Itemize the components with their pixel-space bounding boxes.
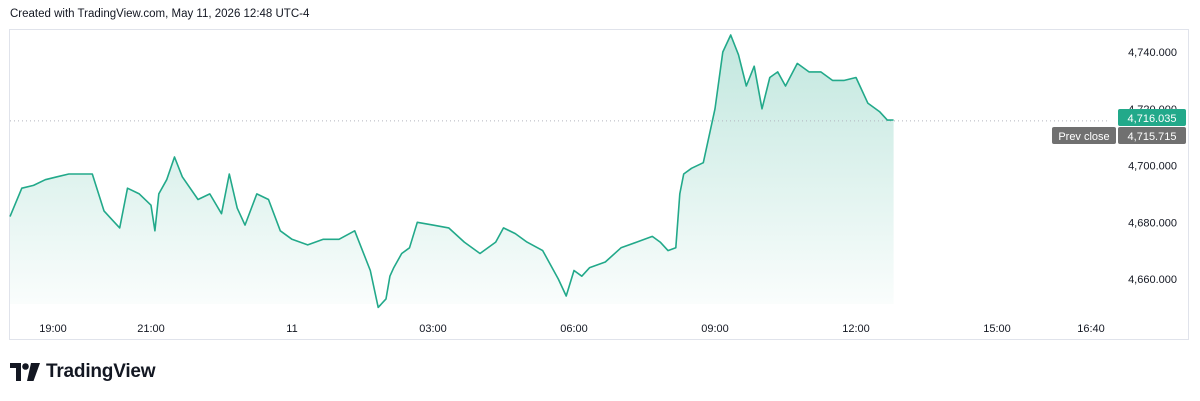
y-tick-label: 4,660.000 xyxy=(1128,274,1177,286)
prev-close-price-badge xyxy=(1118,127,1186,145)
price-series-line xyxy=(9,34,894,309)
x-tick-label: 03:00 xyxy=(419,323,447,335)
brand-name: TradingView xyxy=(46,361,156,382)
x-tick-label: 11 xyxy=(286,323,297,335)
x-tick-label: 15:00 xyxy=(983,323,1011,335)
x-tick-label: 06:00 xyxy=(560,323,588,335)
x-tick-label: 09:00 xyxy=(701,323,729,335)
x-tick-label: 12:00 xyxy=(842,323,870,335)
chart-created-caption: Created with TradingView.com, May 11, 20… xyxy=(10,8,310,20)
tradingview-logo-icon xyxy=(10,363,40,381)
current-price-badge xyxy=(1118,109,1186,127)
prev-close-tag-label: Prev close xyxy=(1058,131,1109,143)
x-tick-label: 21:00 xyxy=(137,323,165,335)
y-tick-label: 4,740.000 xyxy=(1128,47,1177,59)
prev-close-tag xyxy=(1052,127,1116,145)
prev-close-price-label: 4,715.715 xyxy=(1128,131,1177,143)
y-tick-label: 4,680.000 xyxy=(1128,217,1177,229)
current-price-label: 4,716.035 xyxy=(1128,113,1177,125)
price-area-fill xyxy=(10,35,894,308)
y-tick-label: 4,700.000 xyxy=(1128,161,1177,173)
tradingview-logo[interactable]: TradingView xyxy=(10,361,156,383)
x-tick-label: 19:00 xyxy=(39,323,67,335)
chart-frame xyxy=(9,29,1189,340)
x-tick-label: 16:40 xyxy=(1077,323,1105,335)
